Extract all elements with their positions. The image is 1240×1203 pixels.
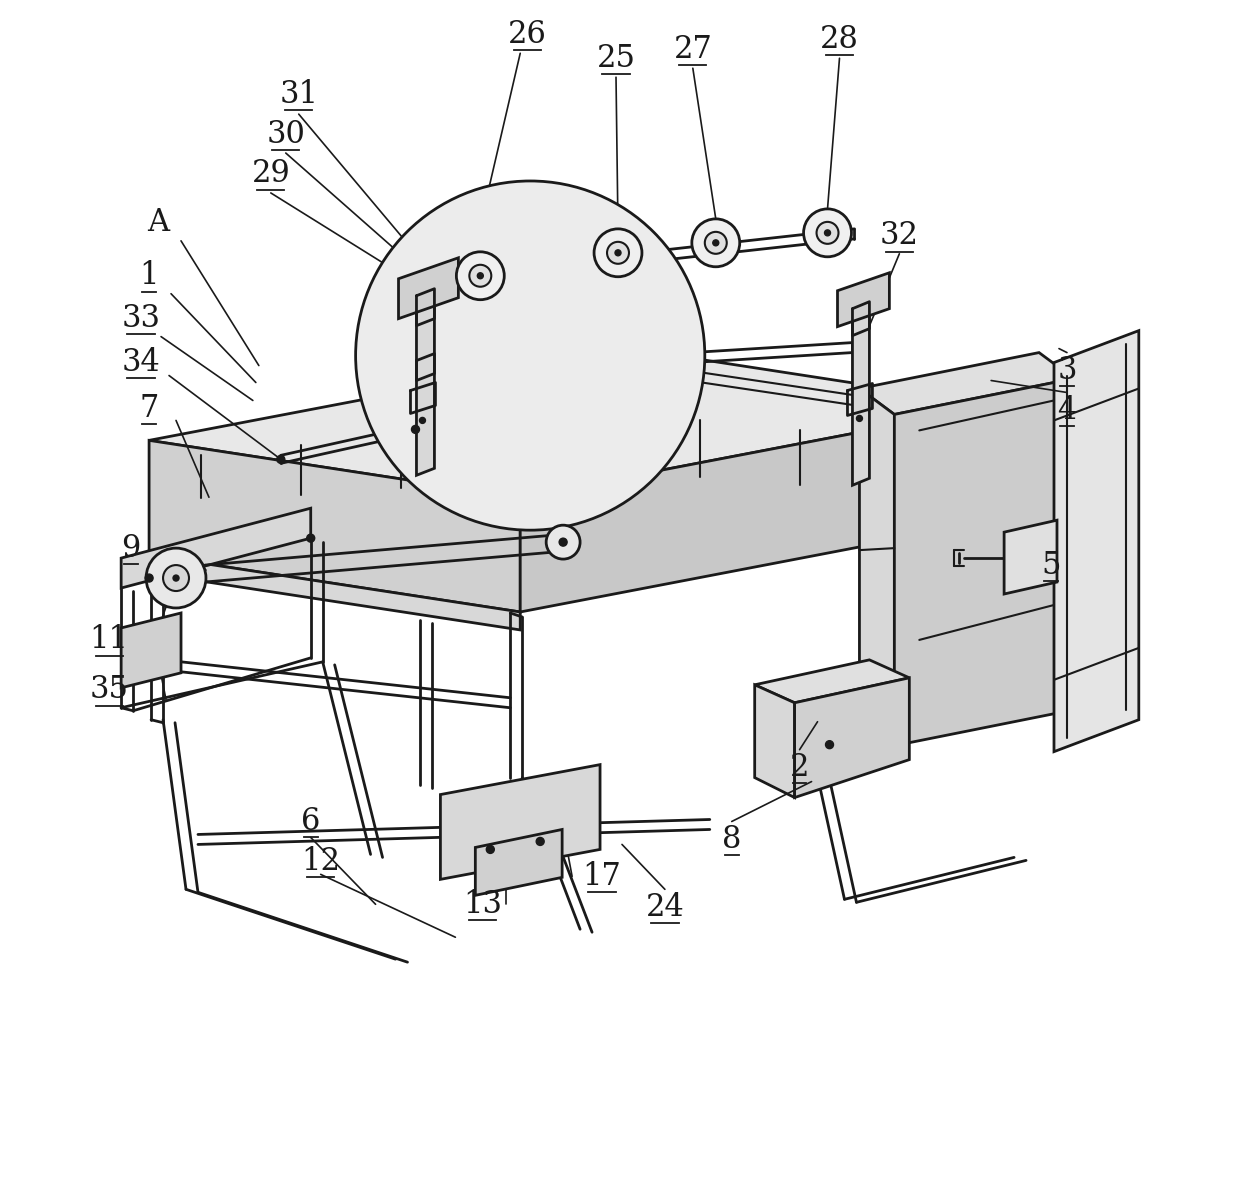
- Polygon shape: [122, 614, 181, 688]
- Polygon shape: [1054, 331, 1138, 752]
- Circle shape: [306, 534, 315, 543]
- Text: 24: 24: [646, 891, 684, 923]
- Text: 1: 1: [139, 260, 159, 291]
- Circle shape: [419, 417, 425, 423]
- Circle shape: [826, 741, 833, 748]
- Circle shape: [615, 250, 621, 256]
- Text: 34: 34: [122, 346, 160, 378]
- Text: 28: 28: [820, 24, 859, 55]
- Text: A: A: [148, 207, 169, 238]
- Text: 2: 2: [790, 752, 810, 783]
- Polygon shape: [440, 765, 600, 879]
- Circle shape: [145, 574, 153, 582]
- Circle shape: [536, 837, 544, 846]
- Text: 35: 35: [89, 675, 129, 705]
- Polygon shape: [837, 273, 889, 327]
- Text: 25: 25: [596, 43, 636, 73]
- Polygon shape: [475, 830, 562, 895]
- Polygon shape: [795, 677, 909, 798]
- Circle shape: [277, 456, 285, 463]
- Polygon shape: [755, 660, 909, 703]
- Circle shape: [594, 229, 642, 277]
- Circle shape: [804, 209, 852, 256]
- Text: 29: 29: [252, 159, 290, 190]
- Circle shape: [559, 538, 567, 546]
- Text: 13: 13: [463, 889, 502, 920]
- Polygon shape: [149, 349, 999, 497]
- Circle shape: [608, 242, 629, 263]
- Polygon shape: [149, 555, 521, 630]
- Circle shape: [825, 230, 831, 236]
- Text: 30: 30: [267, 119, 305, 149]
- Text: 8: 8: [722, 824, 742, 855]
- Polygon shape: [149, 440, 521, 612]
- Polygon shape: [122, 508, 311, 588]
- Circle shape: [817, 221, 838, 244]
- Text: 12: 12: [301, 846, 340, 877]
- Text: 3: 3: [1058, 355, 1076, 386]
- Circle shape: [857, 415, 863, 421]
- Polygon shape: [859, 389, 894, 746]
- Polygon shape: [521, 405, 999, 612]
- Circle shape: [560, 539, 567, 545]
- Text: 17: 17: [583, 861, 621, 891]
- Text: 27: 27: [673, 34, 712, 65]
- Circle shape: [470, 265, 491, 286]
- Circle shape: [486, 846, 495, 853]
- Circle shape: [356, 180, 704, 531]
- Text: 9: 9: [122, 533, 141, 564]
- Circle shape: [162, 565, 188, 591]
- Circle shape: [713, 239, 719, 245]
- Text: 7: 7: [139, 393, 159, 423]
- Text: 31: 31: [279, 78, 319, 109]
- Circle shape: [692, 219, 740, 267]
- Polygon shape: [894, 379, 1074, 746]
- Circle shape: [546, 526, 580, 559]
- Polygon shape: [859, 352, 1074, 414]
- Text: 11: 11: [89, 624, 129, 656]
- Text: 32: 32: [880, 220, 919, 251]
- Text: 26: 26: [507, 19, 547, 49]
- Polygon shape: [852, 286, 869, 485]
- Polygon shape: [1004, 520, 1056, 594]
- Circle shape: [477, 273, 484, 279]
- Circle shape: [146, 549, 206, 608]
- Text: 33: 33: [122, 303, 161, 334]
- Circle shape: [456, 251, 505, 300]
- Polygon shape: [398, 257, 459, 319]
- Text: 4: 4: [1058, 395, 1076, 426]
- Circle shape: [412, 426, 419, 433]
- Polygon shape: [755, 685, 795, 798]
- Polygon shape: [417, 272, 434, 475]
- Circle shape: [704, 232, 727, 254]
- Text: 6: 6: [301, 806, 320, 837]
- Text: 5: 5: [1042, 550, 1060, 581]
- Circle shape: [174, 575, 179, 581]
